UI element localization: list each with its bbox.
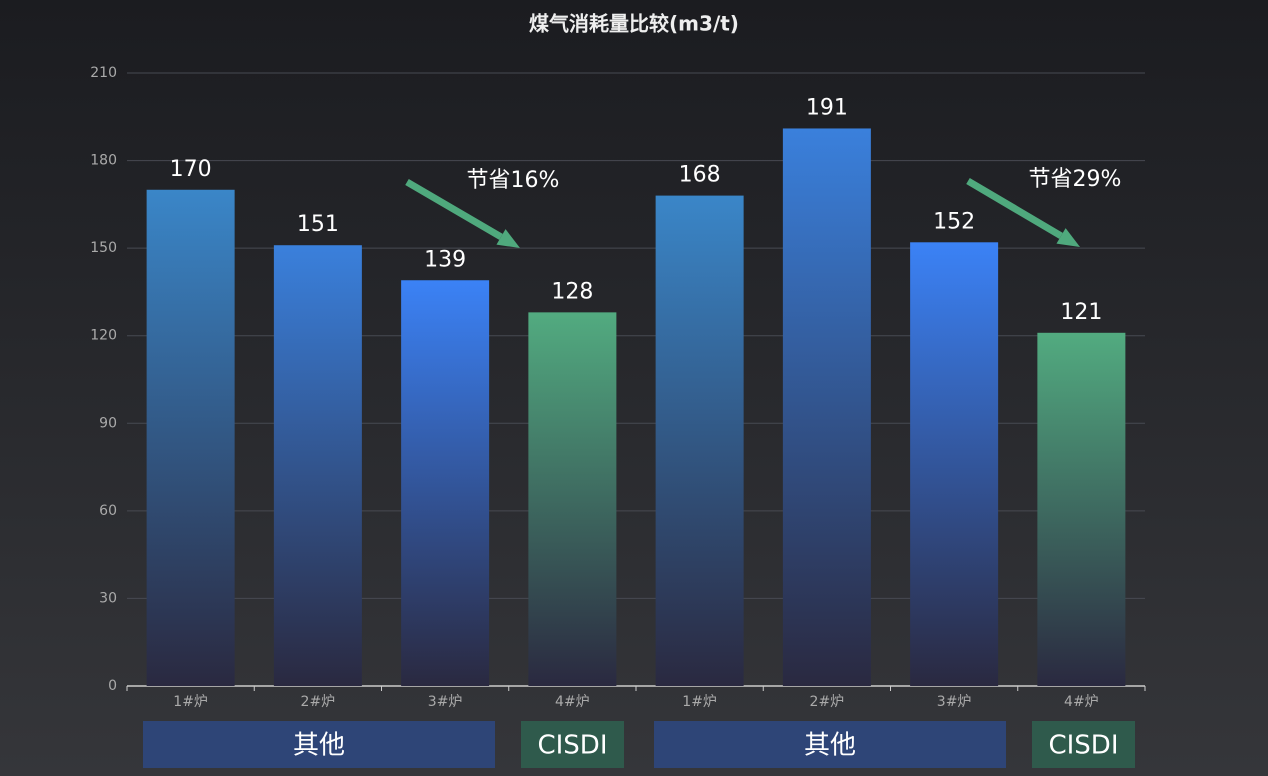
value-label: 121 bbox=[1060, 300, 1102, 325]
group-label: CISDI bbox=[537, 731, 607, 761]
bar bbox=[146, 189, 235, 686]
y-tick-label: 120 bbox=[90, 328, 117, 344]
value-label: 152 bbox=[933, 209, 975, 234]
group-box bbox=[1032, 721, 1135, 768]
arrow-head bbox=[496, 229, 520, 248]
x-tick-label: 4#炉 bbox=[555, 694, 590, 710]
y-tick-label: 90 bbox=[99, 415, 117, 431]
x-tick-label: 1#炉 bbox=[682, 694, 717, 710]
x-tick-label: 3#炉 bbox=[937, 694, 972, 710]
value-label: 128 bbox=[551, 279, 593, 304]
arrow-head bbox=[1056, 228, 1080, 247]
value-label: 139 bbox=[424, 247, 466, 272]
value-label: 191 bbox=[806, 95, 848, 120]
y-tick-label: 0 bbox=[108, 678, 117, 694]
bar bbox=[910, 242, 999, 687]
arrow-shaft bbox=[966, 177, 1063, 239]
group-label: 其他 bbox=[293, 731, 345, 761]
bar bbox=[273, 245, 362, 686]
y-tick-label: 210 bbox=[90, 65, 117, 81]
x-tick-label: 2#炉 bbox=[810, 694, 845, 710]
annotation: 节省16% bbox=[467, 168, 560, 193]
arrow-shaft bbox=[405, 178, 503, 240]
bar bbox=[401, 280, 490, 686]
bar bbox=[655, 195, 744, 686]
value-label: 151 bbox=[297, 212, 339, 237]
x-tick-label: 4#炉 bbox=[1064, 694, 1099, 710]
group-box bbox=[521, 721, 624, 768]
y-tick-label: 60 bbox=[99, 503, 117, 519]
value-label: 168 bbox=[679, 163, 721, 188]
group-box bbox=[143, 721, 495, 768]
x-tick-label: 2#炉 bbox=[301, 694, 336, 710]
annotation: 节省29% bbox=[1029, 167, 1122, 192]
y-tick-label: 150 bbox=[90, 240, 117, 256]
group-label: CISDI bbox=[1048, 731, 1118, 761]
bar bbox=[782, 128, 871, 686]
x-tick-label: 1#炉 bbox=[173, 694, 208, 710]
y-tick-label: 30 bbox=[99, 590, 117, 606]
chart-title: 煤气消耗量比较(m3/t) bbox=[529, 12, 739, 36]
bar bbox=[1037, 332, 1126, 686]
group-box bbox=[654, 721, 1006, 768]
value-label: 170 bbox=[170, 157, 212, 182]
y-tick-label: 180 bbox=[90, 153, 117, 169]
bar bbox=[528, 312, 617, 686]
group-label: 其他 bbox=[804, 731, 856, 761]
x-tick-label: 3#炉 bbox=[428, 694, 463, 710]
